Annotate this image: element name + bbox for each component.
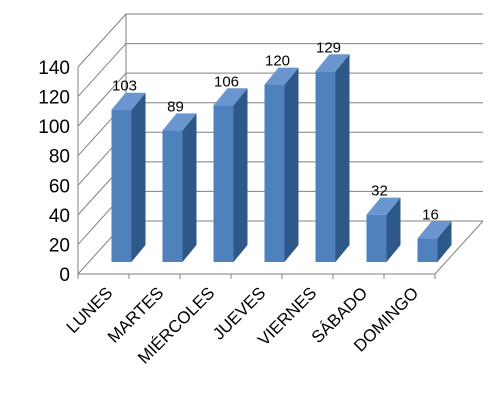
bar-top-face bbox=[264, 67, 299, 85]
y-tick-label: 140 bbox=[38, 58, 70, 79]
bar-side-face bbox=[182, 113, 197, 263]
bar-front-face bbox=[162, 130, 183, 262]
bar-front-face bbox=[213, 105, 234, 263]
floor-right-edge bbox=[434, 220, 484, 275]
bar-martes bbox=[162, 113, 197, 263]
bar-side-face bbox=[131, 92, 146, 262]
bar-domingo bbox=[417, 221, 452, 262]
bar-front-face bbox=[111, 109, 132, 262]
bar-side-face bbox=[233, 88, 248, 263]
bar-top-face bbox=[315, 54, 350, 72]
data-labels: 103 89 106 120 129 32 16 bbox=[112, 39, 439, 223]
bar-top-face bbox=[366, 197, 401, 215]
y-tick-label: 40 bbox=[49, 206, 70, 227]
y-tick-label: 100 bbox=[38, 117, 70, 138]
data-label: 32 bbox=[371, 183, 388, 200]
bar-front-face bbox=[264, 84, 285, 262]
y-tick-label: 60 bbox=[49, 176, 70, 197]
bar-miércoles bbox=[213, 88, 248, 263]
bar-front-face bbox=[366, 214, 387, 262]
data-label: 129 bbox=[316, 39, 341, 56]
bar-top-face bbox=[417, 221, 452, 239]
data-label: 89 bbox=[167, 98, 184, 115]
y-tick-label: 80 bbox=[49, 147, 70, 168]
data-label: 120 bbox=[265, 53, 290, 70]
bar-lunes bbox=[111, 92, 146, 262]
data-label: 103 bbox=[112, 78, 137, 95]
bar-side-face bbox=[335, 54, 350, 263]
bar-top-face bbox=[111, 92, 146, 110]
bar-jueves bbox=[264, 67, 299, 262]
bar-top-face bbox=[162, 113, 197, 131]
bar-front-face bbox=[417, 238, 438, 262]
bar-side-face bbox=[386, 197, 401, 262]
data-label: 106 bbox=[214, 73, 239, 90]
y-tick-label: 0 bbox=[59, 265, 70, 286]
bar-side-face bbox=[284, 67, 299, 262]
bar-front-face bbox=[315, 71, 336, 262]
bar-side-face bbox=[437, 221, 452, 262]
bar-sábado bbox=[366, 197, 401, 262]
x-axis-tick-labels: LUNESMARTESMIÉRCOLESJUEVESVIERNESSÁBADOD… bbox=[63, 283, 423, 367]
bars bbox=[111, 54, 452, 263]
bar-top-face bbox=[213, 88, 248, 106]
y-tick-label: 20 bbox=[49, 235, 70, 256]
bar-viernes bbox=[315, 54, 350, 263]
data-label: 16 bbox=[422, 206, 439, 223]
y-tick-label: 120 bbox=[38, 88, 70, 109]
y-axis-tick-labels: 0 20 40 60 80 100 120 140 bbox=[38, 58, 70, 286]
